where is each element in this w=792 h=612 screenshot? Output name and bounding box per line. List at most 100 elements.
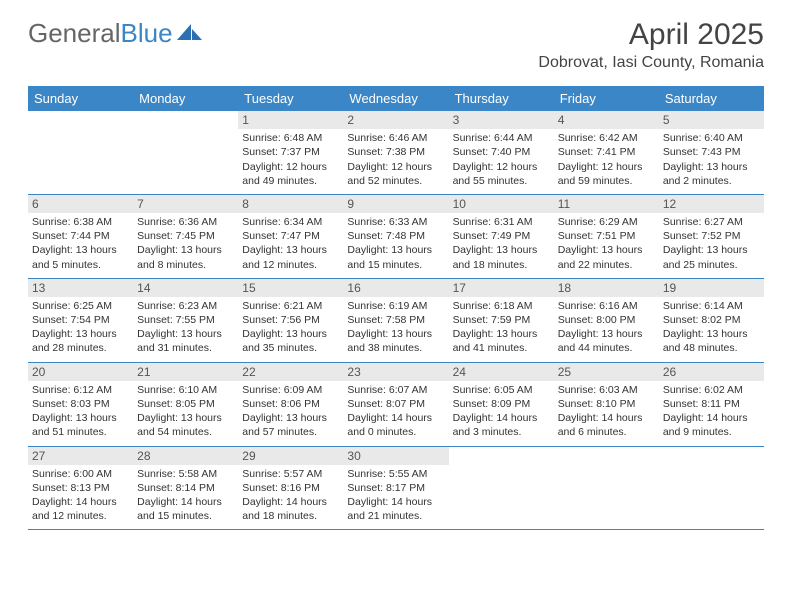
day-body: Sunrise: 6:27 AMSunset: 7:52 PMDaylight:… [659,213,764,278]
day-body: Sunrise: 6:14 AMSunset: 8:02 PMDaylight:… [659,297,764,362]
sunrise-line: Sunrise: 6:14 AM [663,299,760,313]
sunset-line: Sunset: 7:48 PM [347,229,444,243]
sunset-line: Sunset: 7:37 PM [242,145,339,159]
day-body: Sunrise: 6:10 AMSunset: 8:05 PMDaylight:… [133,381,238,446]
day-cell: 14Sunrise: 6:23 AMSunset: 7:55 PMDayligh… [133,279,238,362]
sunset-line: Sunset: 8:07 PM [347,397,444,411]
day-body: Sunrise: 6:02 AMSunset: 8:11 PMDaylight:… [659,381,764,446]
sunset-line: Sunset: 7:54 PM [32,313,129,327]
day-body: Sunrise: 6:44 AMSunset: 7:40 PMDaylight:… [449,129,554,194]
day-body: Sunrise: 6:23 AMSunset: 7:55 PMDaylight:… [133,297,238,362]
sunset-line: Sunset: 8:06 PM [242,397,339,411]
day-cell-empty [449,447,554,530]
sunset-line: Sunset: 7:55 PM [137,313,234,327]
day-body: Sunrise: 6:09 AMSunset: 8:06 PMDaylight:… [238,381,343,446]
day-number: 4 [554,111,659,129]
day-number: 13 [28,279,133,297]
weekday-header: Sunday [28,86,133,111]
sunset-line: Sunset: 8:09 PM [453,397,550,411]
sunrise-line: Sunrise: 6:27 AM [663,215,760,229]
sunset-line: Sunset: 7:52 PM [663,229,760,243]
day-number: 3 [449,111,554,129]
sunset-line: Sunset: 7:40 PM [453,145,550,159]
logo: GeneralBlue [28,18,203,49]
day-cell: 23Sunrise: 6:07 AMSunset: 8:07 PMDayligh… [343,363,448,446]
day-number: 1 [238,111,343,129]
week-row: 20Sunrise: 6:12 AMSunset: 8:03 PMDayligh… [28,363,764,447]
day-cell: 10Sunrise: 6:31 AMSunset: 7:49 PMDayligh… [449,195,554,278]
weekday-header: Tuesday [238,86,343,111]
day-cell: 11Sunrise: 6:29 AMSunset: 7:51 PMDayligh… [554,195,659,278]
day-cell: 9Sunrise: 6:33 AMSunset: 7:48 PMDaylight… [343,195,448,278]
day-body: Sunrise: 6:25 AMSunset: 7:54 PMDaylight:… [28,297,133,362]
day-body: Sunrise: 6:03 AMSunset: 8:10 PMDaylight:… [554,381,659,446]
daylight-line: Daylight: 12 hours and 49 minutes. [242,160,339,188]
weekday-header: Thursday [449,86,554,111]
daylight-line: Daylight: 13 hours and 35 minutes. [242,327,339,355]
day-cell: 2Sunrise: 6:46 AMSunset: 7:38 PMDaylight… [343,111,448,194]
day-cell-empty [659,447,764,530]
day-body: Sunrise: 6:07 AMSunset: 8:07 PMDaylight:… [343,381,448,446]
daylight-line: Daylight: 13 hours and 15 minutes. [347,243,444,271]
day-number: 23 [343,363,448,381]
daylight-line: Daylight: 12 hours and 52 minutes. [347,160,444,188]
sunset-line: Sunset: 8:14 PM [137,481,234,495]
day-number: 14 [133,279,238,297]
week-row: 1Sunrise: 6:48 AMSunset: 7:37 PMDaylight… [28,111,764,195]
sunrise-line: Sunrise: 6:48 AM [242,131,339,145]
sunrise-line: Sunrise: 6:29 AM [558,215,655,229]
day-cell: 6Sunrise: 6:38 AMSunset: 7:44 PMDaylight… [28,195,133,278]
sunrise-line: Sunrise: 6:03 AM [558,383,655,397]
daylight-line: Daylight: 13 hours and 25 minutes. [663,243,760,271]
day-number: 29 [238,447,343,465]
sunset-line: Sunset: 7:43 PM [663,145,760,159]
day-number: 27 [28,447,133,465]
sunset-line: Sunset: 7:49 PM [453,229,550,243]
sunset-line: Sunset: 8:02 PM [663,313,760,327]
daylight-line: Daylight: 14 hours and 0 minutes. [347,411,444,439]
day-number: 17 [449,279,554,297]
sunrise-line: Sunrise: 6:02 AM [663,383,760,397]
sunset-line: Sunset: 8:00 PM [558,313,655,327]
sunset-line: Sunset: 7:47 PM [242,229,339,243]
day-number: 9 [343,195,448,213]
day-cell: 21Sunrise: 6:10 AMSunset: 8:05 PMDayligh… [133,363,238,446]
sunrise-line: Sunrise: 5:58 AM [137,467,234,481]
daylight-line: Daylight: 12 hours and 55 minutes. [453,160,550,188]
day-number: 25 [554,363,659,381]
day-cell: 29Sunrise: 5:57 AMSunset: 8:16 PMDayligh… [238,447,343,530]
day-body: Sunrise: 6:48 AMSunset: 7:37 PMDaylight:… [238,129,343,194]
sunrise-line: Sunrise: 5:57 AM [242,467,339,481]
weekday-header: Saturday [659,86,764,111]
day-body: Sunrise: 6:31 AMSunset: 7:49 PMDaylight:… [449,213,554,278]
daylight-line: Daylight: 14 hours and 15 minutes. [137,495,234,523]
sunrise-line: Sunrise: 6:25 AM [32,299,129,313]
sunrise-line: Sunrise: 5:55 AM [347,467,444,481]
daylight-line: Daylight: 12 hours and 59 minutes. [558,160,655,188]
day-number: 7 [133,195,238,213]
day-number: 2 [343,111,448,129]
sunrise-line: Sunrise: 6:33 AM [347,215,444,229]
day-body: Sunrise: 6:40 AMSunset: 7:43 PMDaylight:… [659,129,764,194]
day-body: Sunrise: 6:05 AMSunset: 8:09 PMDaylight:… [449,381,554,446]
month-title: April 2025 [538,18,764,52]
sunset-line: Sunset: 8:03 PM [32,397,129,411]
week-row: 13Sunrise: 6:25 AMSunset: 7:54 PMDayligh… [28,279,764,363]
sunrise-line: Sunrise: 6:09 AM [242,383,339,397]
day-body: Sunrise: 6:33 AMSunset: 7:48 PMDaylight:… [343,213,448,278]
day-number: 15 [238,279,343,297]
weekday-header-row: SundayMondayTuesdayWednesdayThursdayFrid… [28,86,764,111]
daylight-line: Daylight: 13 hours and 57 minutes. [242,411,339,439]
daylight-line: Daylight: 13 hours and 41 minutes. [453,327,550,355]
sunrise-line: Sunrise: 6:36 AM [137,215,234,229]
day-cell: 26Sunrise: 6:02 AMSunset: 8:11 PMDayligh… [659,363,764,446]
sunrise-line: Sunrise: 6:18 AM [453,299,550,313]
sunrise-line: Sunrise: 6:34 AM [242,215,339,229]
day-body: Sunrise: 6:42 AMSunset: 7:41 PMDaylight:… [554,129,659,194]
day-cell-empty [28,111,133,194]
logo-text-general: General [28,18,121,49]
sunrise-line: Sunrise: 6:12 AM [32,383,129,397]
day-number: 26 [659,363,764,381]
sunrise-line: Sunrise: 6:23 AM [137,299,234,313]
day-body: Sunrise: 6:29 AMSunset: 7:51 PMDaylight:… [554,213,659,278]
